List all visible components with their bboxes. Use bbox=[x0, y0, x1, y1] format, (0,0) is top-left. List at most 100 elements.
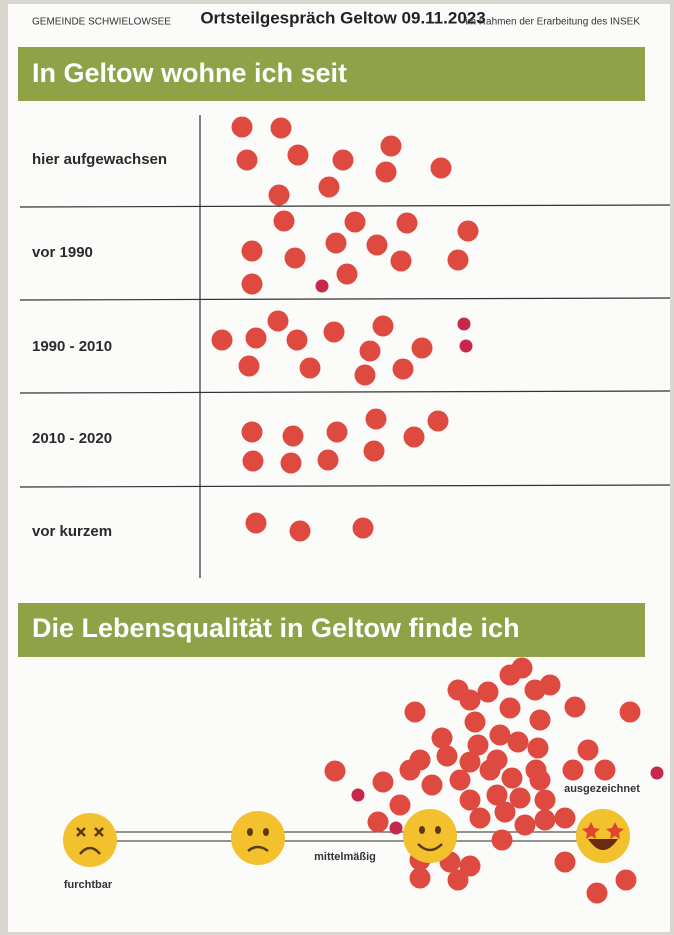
header-title: Ortsteilgespräch Geltow 09.11.2023 bbox=[200, 8, 485, 27]
sticker-dot bbox=[242, 274, 263, 295]
sticker-dot bbox=[360, 341, 381, 362]
sticker-dot bbox=[502, 768, 523, 789]
sticker-dot bbox=[381, 136, 402, 157]
sticker-dot bbox=[283, 426, 304, 447]
sticker-dot bbox=[448, 870, 469, 891]
scale-label: furchtbar bbox=[64, 879, 113, 891]
banner-title: Die Lebensqualität in Geltow finde ich bbox=[32, 613, 520, 643]
sticker-dot bbox=[540, 675, 561, 696]
face bbox=[576, 809, 630, 863]
sticker-dot bbox=[587, 883, 608, 904]
small-dot bbox=[352, 789, 365, 802]
sticker-dot bbox=[242, 241, 263, 262]
sticker-dot bbox=[515, 815, 536, 836]
sticker-dot bbox=[492, 830, 513, 851]
sticker-dot bbox=[327, 422, 348, 443]
small-dot bbox=[458, 318, 471, 331]
sticker-dot bbox=[337, 264, 358, 285]
emoji-face bbox=[231, 811, 285, 865]
sticker-dot bbox=[274, 211, 295, 232]
sticker-dot bbox=[478, 682, 499, 703]
sticker-dot bbox=[620, 702, 641, 723]
sticker-dot bbox=[508, 732, 529, 753]
sticker-dot bbox=[405, 702, 426, 723]
sticker-dot bbox=[287, 330, 308, 351]
sticker-dot bbox=[281, 453, 302, 474]
row-label: hier aufgewachsen bbox=[32, 151, 167, 168]
sticker-dot bbox=[480, 760, 501, 781]
sticker-dot bbox=[232, 117, 253, 138]
sticker-dot bbox=[364, 441, 385, 462]
sticker-dot bbox=[269, 185, 290, 206]
sticker-dot bbox=[437, 746, 458, 767]
sticker-dot bbox=[345, 212, 366, 233]
scale-label: ausgezeichnet bbox=[564, 783, 640, 795]
sticker-dot bbox=[368, 812, 389, 833]
banner-title: In Geltow wohne ich seit bbox=[32, 58, 347, 88]
sticker-dot bbox=[319, 177, 340, 198]
small-dot bbox=[460, 340, 473, 353]
face bbox=[231, 811, 285, 865]
sticker-dot bbox=[237, 150, 258, 171]
emoji-face bbox=[576, 809, 630, 863]
sticker-dot bbox=[458, 221, 479, 242]
sticker-dot bbox=[448, 250, 469, 271]
sticker-dot bbox=[246, 513, 267, 534]
sticker-dot bbox=[367, 235, 388, 256]
face bbox=[403, 809, 457, 863]
face bbox=[63, 813, 117, 867]
sticker-dot bbox=[300, 358, 321, 379]
sticker-dot bbox=[285, 248, 306, 269]
row-label: 2010 - 2020 bbox=[32, 430, 112, 447]
sticker-dot bbox=[528, 738, 549, 759]
sticker-dot bbox=[326, 233, 347, 254]
sticker-dot bbox=[393, 359, 414, 380]
sticker-dot bbox=[246, 328, 267, 349]
sticker-dot bbox=[353, 518, 374, 539]
sticker-dot bbox=[325, 761, 346, 782]
sticker-dot bbox=[366, 409, 387, 430]
sticker-dot bbox=[290, 521, 311, 542]
sticker-dot bbox=[530, 710, 551, 731]
sticker-dot bbox=[490, 725, 511, 746]
sticker-dot bbox=[432, 728, 453, 749]
sticker-dot bbox=[243, 451, 264, 472]
eye bbox=[435, 826, 441, 834]
sticker-dot bbox=[535, 790, 556, 811]
sticker-dot bbox=[565, 697, 586, 718]
sticker-dot bbox=[288, 145, 309, 166]
sticker-dot bbox=[495, 802, 516, 823]
sticker-dot bbox=[460, 752, 481, 773]
sticker-dot bbox=[578, 740, 599, 761]
sticker-dot bbox=[373, 772, 394, 793]
eye bbox=[419, 826, 425, 834]
sticker-dot bbox=[318, 450, 339, 471]
sticker-dot bbox=[428, 411, 449, 432]
sticker-dot bbox=[333, 150, 354, 171]
sticker-dot bbox=[373, 316, 394, 337]
scale-label: mittelmäßig bbox=[314, 851, 376, 863]
sticker-dot bbox=[390, 795, 411, 816]
sticker-dot bbox=[465, 712, 486, 733]
sticker-dot bbox=[616, 870, 637, 891]
sticker-dot bbox=[555, 808, 576, 829]
emoji-face bbox=[403, 809, 457, 863]
sticker-dot bbox=[422, 775, 443, 796]
sticker-dot bbox=[355, 365, 376, 386]
sticker-dot bbox=[512, 658, 533, 679]
poster-photo: GEMEINDE SCHWIELOWSEE Ortsteilgespräch G… bbox=[0, 0, 674, 935]
row-label: vor kurzem bbox=[32, 523, 112, 540]
row-label: vor 1990 bbox=[32, 244, 93, 261]
sticker-dot bbox=[530, 770, 551, 791]
sticker-dot bbox=[239, 356, 260, 377]
small-dot bbox=[390, 822, 403, 835]
small-dot bbox=[651, 767, 664, 780]
sticker-dot bbox=[324, 322, 345, 343]
sticker-dot bbox=[460, 790, 481, 811]
eye bbox=[263, 828, 269, 836]
row-label: 1990 - 2010 bbox=[32, 338, 112, 355]
sticker-dot bbox=[410, 868, 431, 889]
sticker-dot bbox=[404, 427, 425, 448]
sticker-dot bbox=[212, 330, 233, 351]
header-right: im Rahmen der Erarbeitung des INSEK bbox=[465, 17, 640, 28]
